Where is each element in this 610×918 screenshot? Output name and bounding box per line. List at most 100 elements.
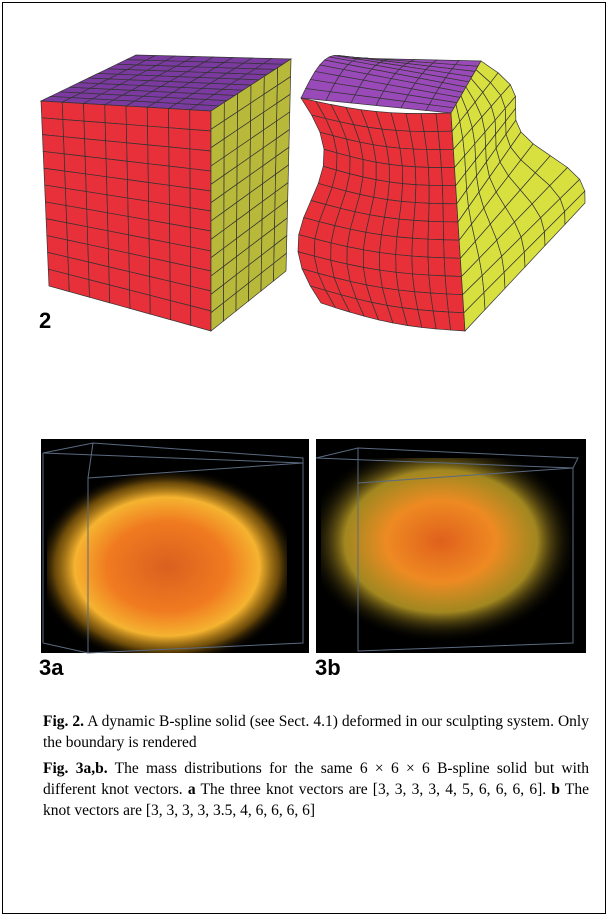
mesh-cell [127,180,148,202]
mesh-cell [148,126,169,147]
mesh-cell [106,159,127,180]
mesh-cell [438,131,453,149]
mesh-cell [147,107,168,127]
mesh-cell [126,124,147,144]
mesh-cell [169,147,190,169]
caption-text: b [551,781,560,798]
mesh-cell [127,161,148,182]
mesh-cell [412,238,428,257]
mesh-cell [415,167,429,185]
mesh-cell [440,149,455,167]
caption-text: A dynamic B-spline solid (see Sect. 4.1)… [43,713,589,751]
mesh-cell [412,274,430,293]
mesh-cell [85,139,107,159]
mesh-cell [148,164,169,186]
mesh-cell [169,166,190,188]
mesh-cell [105,123,127,143]
mesh-cell [381,217,399,237]
mesh-cell [385,200,402,219]
mesh-cell [396,237,413,256]
mesh-cell [107,177,128,198]
mesh-cell [429,203,444,221]
mesh-cell [447,294,464,313]
mesh-cell [380,253,397,273]
mesh-cell [429,185,443,203]
mesh-cell [428,257,445,276]
mesh-cell [380,235,397,255]
mesh-cell [389,164,402,183]
mesh-cell [63,119,85,138]
mesh-cell [169,128,190,149]
mesh-cell [415,185,429,204]
mesh-cell [433,311,450,330]
mesh-cell [399,201,415,220]
mesh-cell [363,232,381,252]
mesh-cell [190,149,211,171]
mesh-cell [444,258,461,277]
mesh-cell [441,168,455,186]
mesh-cell [414,292,433,311]
mesh-cell [169,185,190,207]
mesh-cell [443,204,458,222]
mesh-cell [428,239,444,258]
mesh-cell [424,131,440,149]
mesh-cell [148,182,169,204]
page: 2 3a 3b Fig. 2. A dynamic B-spline solid… [2,2,606,914]
mesh-cell [148,145,169,166]
mesh-cell [444,240,461,259]
figure-label: 3b [315,655,341,681]
mesh-cell [413,220,429,239]
mesh-cell [360,177,376,197]
mesh-cell [64,137,86,157]
mesh-cell [412,256,429,275]
mesh-cell [443,222,459,240]
cube-renders [41,55,585,331]
mesh-cell [436,113,452,131]
mesh-cell [347,229,366,250]
mesh-cell [428,167,442,185]
mesh-cell [376,162,389,182]
mesh-cell [363,250,379,270]
mesh-cell [400,148,415,167]
mesh-cell [84,121,106,141]
caption: Fig. 3a,b. The mass distributions for th… [43,758,589,821]
figure-label: 2 [39,308,51,334]
caption-text: a [188,781,196,798]
mesh-cell [427,149,442,167]
mesh-cell [431,293,449,312]
mesh-cell [401,184,416,203]
mesh-cell [41,101,63,119]
mesh-cell [190,188,211,211]
mesh-cell [190,129,211,151]
mesh-cell [397,219,414,238]
mesh-cell [428,221,444,240]
mesh-cell [62,102,84,121]
mesh-cell [421,113,438,131]
caption-text: The three knot vectors are [3, 3, 3, 3, … [201,781,547,798]
mesh-cell [396,255,413,274]
mesh-cell [402,166,416,185]
mesh-cell [42,135,64,154]
mesh-cell [190,110,211,131]
mesh-cell [190,208,211,231]
mesh-cell [190,169,211,191]
mesh-cell [43,151,65,171]
mesh-cell [169,109,190,130]
mesh-cell [445,276,463,295]
caption-label: Fig. 2. [43,713,84,730]
mesh-cell [374,180,390,200]
mesh-cell [448,312,465,331]
mesh-cell [363,160,376,180]
mesh-cell [64,154,86,174]
caption: Fig. 2. A dynamic B-spline solid (see Se… [43,711,589,753]
mesh-cell [84,104,106,123]
mesh-cell [105,105,127,125]
mesh-cell [126,106,148,126]
mesh-cell [85,156,106,176]
mesh-cell [380,270,399,290]
figure-label: 3a [39,655,63,681]
mass-glow-a [47,473,287,653]
mesh-cell [413,149,428,167]
mesh-cell [429,275,447,294]
mesh-cell [388,182,403,201]
